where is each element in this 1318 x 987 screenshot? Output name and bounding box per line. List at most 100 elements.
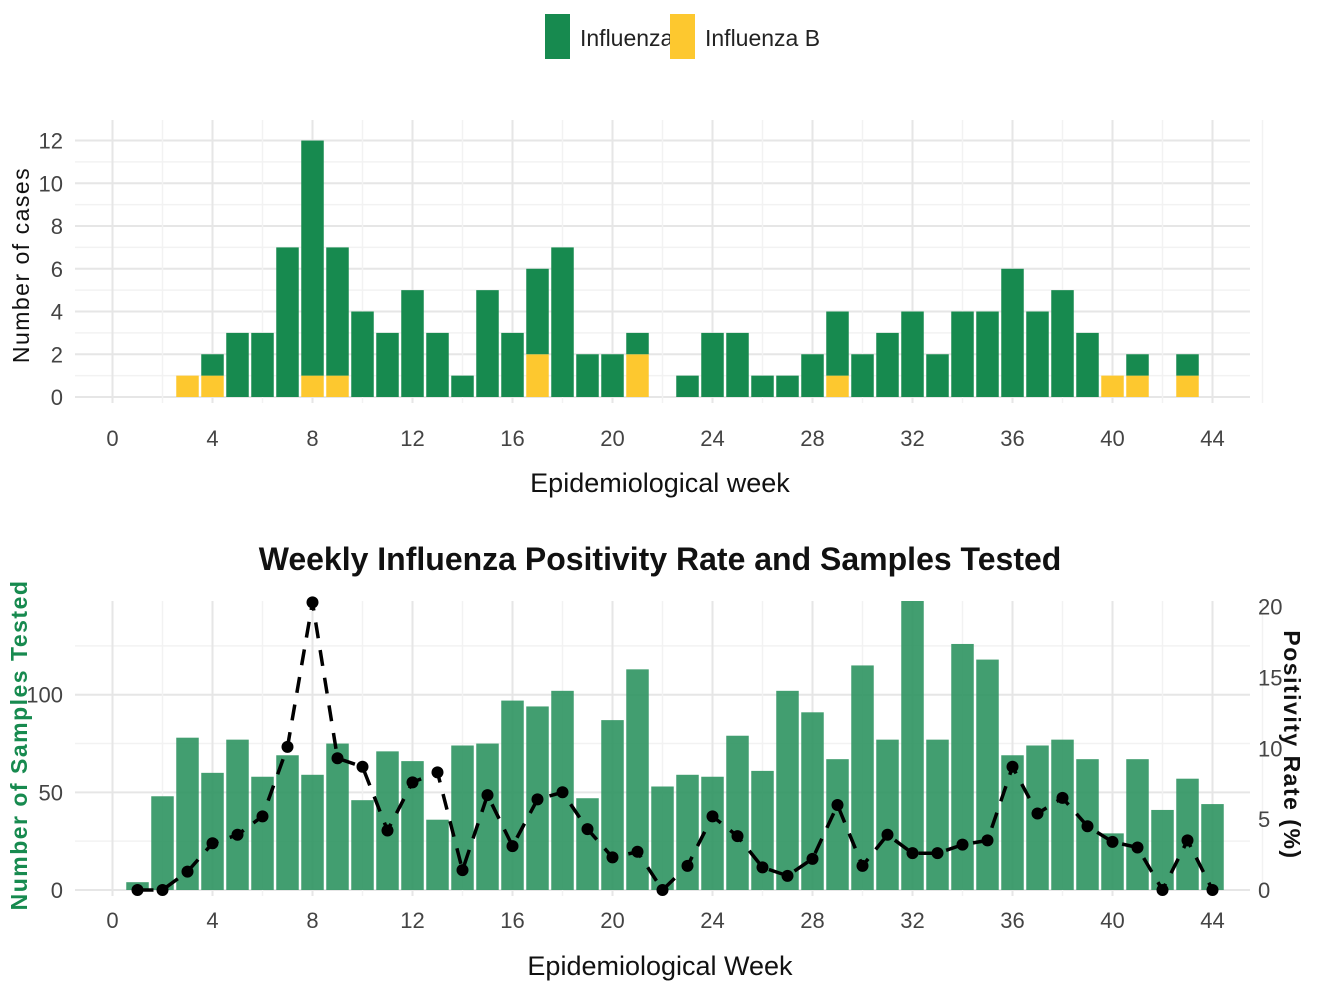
positivity-rate-point	[281, 740, 294, 753]
bar-influenza-a	[201, 354, 224, 376]
x-tick-label: 20	[600, 426, 624, 451]
positivity-rate-point	[956, 838, 969, 851]
bar-samples-tested	[476, 743, 499, 890]
bar-influenza-a	[626, 332, 649, 355]
positivity-rate-point	[931, 847, 944, 860]
x-tick-label: 44	[1200, 426, 1224, 451]
bar-influenza-a	[726, 332, 749, 397]
bar-samples-tested	[601, 720, 624, 890]
right-y-tick-label: 10	[1258, 736, 1282, 761]
positivity-rate-point	[531, 793, 544, 806]
positivity-rate-point	[181, 865, 194, 878]
y-tick-label: 4	[51, 300, 63, 325]
bar-influenza-a	[826, 311, 849, 376]
positivity-rate-point	[756, 861, 769, 874]
bar-samples-tested	[901, 601, 924, 890]
bar-influenza-a	[751, 375, 774, 397]
x-tick-label: 28	[800, 908, 824, 933]
positivity-chart-line	[131, 596, 1219, 896]
right-y-tick-label: 20	[1258, 595, 1282, 620]
bar-samples-tested	[326, 743, 349, 890]
positivity-rate-point	[581, 823, 594, 836]
x-tick-label: 32	[900, 908, 924, 933]
bar-samples-tested	[151, 796, 174, 890]
positivity-rate-point	[1181, 834, 1194, 847]
positivity-rate-point	[806, 852, 819, 865]
bar-influenza-a	[326, 247, 349, 376]
bar-influenza-a	[926, 354, 949, 397]
legend: Influenza A Influenza B	[545, 14, 820, 59]
legend-label-influenza-b: Influenza B	[705, 25, 820, 51]
y-tick-label: 8	[51, 214, 63, 239]
y-tick-label: 100	[26, 683, 63, 708]
y-tick-label: 10	[39, 171, 63, 196]
positivity-chart-right-tick-labels: 0 5 10 15 20	[1258, 595, 1282, 903]
positivity-rate-point	[231, 828, 244, 841]
bar-influenza-a	[426, 332, 449, 397]
bar-samples-tested	[651, 786, 674, 890]
bar-samples-tested	[826, 759, 849, 890]
bar-influenza-b	[301, 375, 324, 397]
bar-samples-tested	[976, 659, 999, 890]
bar-samples-tested	[501, 700, 524, 890]
bar-samples-tested	[401, 761, 424, 890]
bar-samples-tested	[576, 798, 599, 890]
positivity-rate-point	[1156, 884, 1169, 896]
y-tick-label: 0	[51, 385, 63, 410]
bar-influenza-b	[1101, 375, 1124, 397]
bar-influenza-a	[251, 332, 274, 397]
positivity-rate-point	[731, 830, 744, 843]
x-tick-label: 32	[900, 426, 924, 451]
bar-influenza-a	[376, 332, 399, 397]
y-tick-label: 2	[51, 342, 63, 367]
bar-influenza-b	[201, 375, 224, 397]
y-tick-label: 6	[51, 257, 63, 282]
positivity-rate-point	[1031, 807, 1044, 820]
positivity-chart-title: Weekly Influenza Positivity Rate and Sam…	[259, 541, 1062, 577]
bar-samples-tested	[626, 669, 649, 890]
positivity-rate-point	[306, 596, 319, 609]
x-tick-label: 12	[400, 426, 424, 451]
x-tick-label: 16	[500, 426, 524, 451]
bar-samples-tested	[701, 776, 724, 890]
bar-influenza-a	[776, 375, 799, 397]
bar-influenza-a	[351, 311, 374, 397]
bar-samples-tested	[876, 739, 899, 890]
positivity-rate-point	[1006, 760, 1019, 773]
positivity-chart-x-axis-title: Epidemiological Week	[527, 951, 793, 981]
bar-influenza-a	[1026, 311, 1049, 397]
cases-chart-y-tick-labels: 0 2 4 6 8 10 12	[39, 129, 63, 410]
bar-samples-tested	[1201, 804, 1224, 890]
positivity-rate-point	[456, 864, 469, 877]
positivity-rate-point	[856, 859, 869, 872]
right-y-tick-label: 5	[1258, 807, 1270, 832]
bar-influenza-b	[1126, 375, 1149, 397]
right-y-tick-label: 15	[1258, 666, 1282, 691]
positivity-rate-point	[606, 851, 619, 864]
bar-influenza-a	[1126, 354, 1149, 376]
x-tick-label: 8	[306, 426, 318, 451]
positivity-chart-y-tick-labels: 0 50 100	[26, 683, 63, 903]
bar-influenza-a	[1176, 354, 1199, 376]
legend-swatch-influenza-a	[545, 14, 570, 59]
bar-samples-tested	[1151, 809, 1174, 890]
positivity-rate-point	[981, 834, 994, 847]
positivity-rate-point	[556, 786, 569, 799]
bar-samples-tested	[776, 690, 799, 890]
bar-samples-tested	[176, 737, 199, 890]
positivity-rate-line	[137, 602, 1215, 894]
positivity-chart-x-tick-labels: 0 4 8 12 16 20 24 28 32 36 40 44	[106, 908, 1224, 933]
bar-influenza-b	[1176, 375, 1199, 397]
bar-influenza-b	[176, 375, 199, 397]
bar-influenza-a	[801, 354, 824, 397]
bar-samples-tested	[1176, 778, 1199, 890]
bar-samples-tested	[1101, 833, 1124, 890]
bar-influenza-a	[526, 268, 549, 355]
positivity-chart-right-axis-title: Positivity Rate (%)	[1279, 630, 1305, 859]
positivity-rate-point	[1131, 841, 1144, 854]
positivity-rate-point	[331, 752, 344, 765]
positivity-rate-point	[781, 869, 794, 882]
bar-influenza-a	[576, 354, 599, 397]
positivity-rate-point	[131, 884, 144, 896]
bar-influenza-a	[901, 311, 924, 397]
